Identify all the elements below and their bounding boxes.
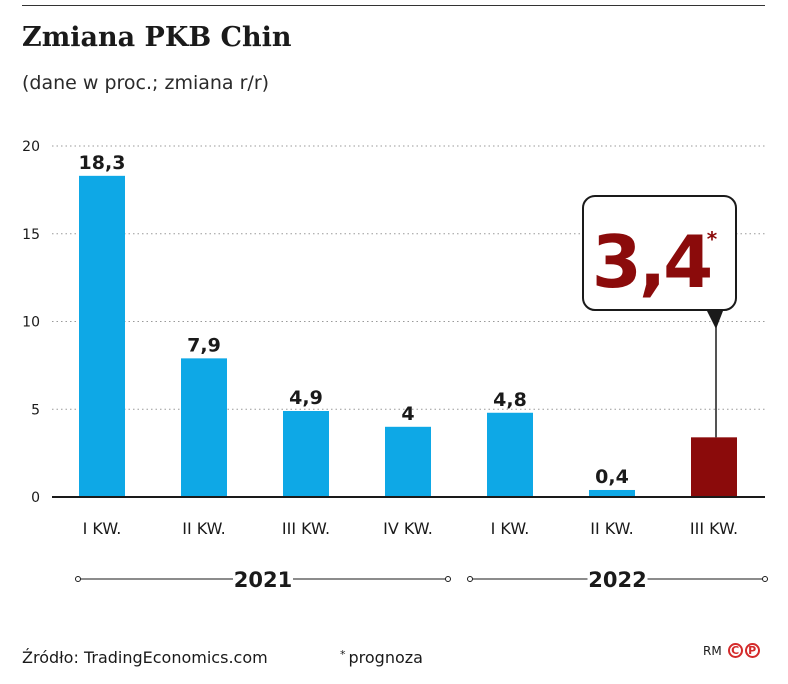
x-tick-label: II KW. xyxy=(182,519,226,538)
x-tick-label: II KW. xyxy=(590,519,634,538)
data-label: 4,8 xyxy=(493,389,527,411)
y-tick-label: 0 xyxy=(31,490,40,506)
y-tick-label: 10 xyxy=(22,315,40,331)
forecast-note: * prognoza xyxy=(340,648,423,667)
data-label: 4 xyxy=(401,403,414,425)
bar-chart: 0 5 10 15 20 18,3 I KW. 7,9 II KW. 4,9 III KW. 4 IV … xyxy=(22,139,768,592)
copyright-c-icon: C xyxy=(727,643,743,658)
forecast-bar xyxy=(691,437,737,497)
year-group-label: 2022 xyxy=(588,568,646,592)
data-label: 0,4 xyxy=(595,466,629,488)
x-tick-label: I KW. xyxy=(83,519,122,538)
y-tick-label: 5 xyxy=(31,402,40,418)
bar xyxy=(283,411,329,497)
year-group-label: 2021 xyxy=(234,568,292,592)
data-label: 4,9 xyxy=(289,387,323,409)
year-group-endpoint xyxy=(467,576,473,582)
y-tick-label: 15 xyxy=(22,227,40,243)
x-tick-label: IV KW. xyxy=(383,519,433,538)
y-tick-label: 20 xyxy=(22,139,40,155)
copyright-p-icon: P xyxy=(744,643,760,658)
bar xyxy=(79,175,125,497)
bar xyxy=(589,489,635,497)
x-tick-label: III KW. xyxy=(282,519,330,538)
top-rule xyxy=(22,5,765,6)
data-label: 7,9 xyxy=(187,334,221,356)
source-note: Źródło: TradingEconomics.com xyxy=(22,648,268,667)
credit: RM C P xyxy=(703,643,760,658)
x-tick-label: III KW. xyxy=(690,519,738,538)
year-group-endpoint xyxy=(445,576,451,582)
chart-title: Zmiana PKB Chin xyxy=(22,22,292,53)
callout-pointer xyxy=(707,311,723,329)
callout-forecast-marker: * xyxy=(707,227,718,251)
bar xyxy=(181,358,227,497)
year-group-endpoint xyxy=(75,576,81,582)
author-initials: RM xyxy=(703,643,722,658)
chart-subtitle: (dane w proc.; zmiana r/r) xyxy=(22,72,270,94)
forecast-note-text: prognoza xyxy=(348,648,423,667)
copyright-badge: C P xyxy=(727,643,760,658)
bar xyxy=(385,426,431,497)
year-group-endpoint xyxy=(762,576,768,582)
forecast-note-marker: * xyxy=(340,648,346,661)
x-tick-label: I KW. xyxy=(491,519,530,538)
data-label: 18,3 xyxy=(79,152,126,174)
bar xyxy=(487,412,533,497)
callout-box xyxy=(582,195,737,311)
callout-value: 3,4 xyxy=(592,220,711,304)
